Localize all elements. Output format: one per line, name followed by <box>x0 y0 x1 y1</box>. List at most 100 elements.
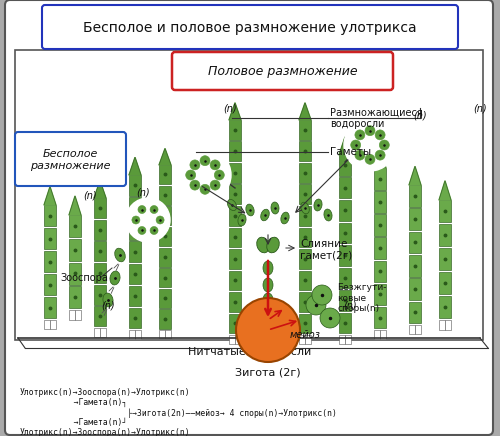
Polygon shape <box>94 181 106 198</box>
Circle shape <box>380 140 390 150</box>
FancyBboxPatch shape <box>339 200 351 221</box>
Ellipse shape <box>114 248 126 262</box>
FancyBboxPatch shape <box>409 232 421 253</box>
FancyBboxPatch shape <box>94 285 106 305</box>
Ellipse shape <box>263 261 273 275</box>
FancyBboxPatch shape <box>409 208 421 230</box>
FancyBboxPatch shape <box>159 206 171 225</box>
FancyBboxPatch shape <box>409 185 421 207</box>
Bar <box>75 310 80 320</box>
Text: (n): (n) <box>473 103 487 113</box>
Ellipse shape <box>238 214 246 226</box>
FancyBboxPatch shape <box>94 198 106 218</box>
Text: Нитчатые водоросли: Нитчатые водоросли <box>188 347 312 357</box>
FancyBboxPatch shape <box>129 286 141 307</box>
Bar <box>345 335 350 344</box>
FancyBboxPatch shape <box>374 284 386 305</box>
Bar <box>299 335 304 344</box>
Bar <box>409 325 414 334</box>
Ellipse shape <box>103 293 113 307</box>
Circle shape <box>150 205 158 214</box>
Ellipse shape <box>314 199 322 211</box>
Ellipse shape <box>300 202 310 214</box>
FancyBboxPatch shape <box>129 219 141 240</box>
FancyBboxPatch shape <box>439 248 451 270</box>
Circle shape <box>138 226 146 235</box>
FancyBboxPatch shape <box>159 289 171 308</box>
Circle shape <box>210 180 220 190</box>
Circle shape <box>365 126 375 136</box>
FancyBboxPatch shape <box>129 175 141 196</box>
Polygon shape <box>339 137 351 155</box>
FancyBboxPatch shape <box>339 177 351 198</box>
FancyBboxPatch shape <box>229 206 241 226</box>
Text: Размножающиеся
водоросли: Размножающиеся водоросли <box>330 107 423 129</box>
FancyBboxPatch shape <box>299 228 311 248</box>
Circle shape <box>190 160 200 170</box>
Text: (n): (n) <box>136 187 150 197</box>
Circle shape <box>355 130 365 140</box>
Circle shape <box>214 170 224 180</box>
Text: Бесполое и половое размножение улотрикса: Бесполое и половое размножение улотрикса <box>83 21 417 35</box>
Polygon shape <box>229 103 241 120</box>
Text: Слияние
гамет(2г): Слияние гамет(2г) <box>300 239 352 261</box>
Circle shape <box>375 150 385 160</box>
FancyBboxPatch shape <box>129 242 141 262</box>
FancyBboxPatch shape <box>299 313 311 334</box>
FancyBboxPatch shape <box>44 297 56 318</box>
FancyBboxPatch shape <box>172 52 393 90</box>
Bar <box>339 335 344 344</box>
FancyBboxPatch shape <box>44 205 56 226</box>
FancyBboxPatch shape <box>339 245 351 266</box>
Text: Зооспора: Зооспора <box>60 273 108 283</box>
Polygon shape <box>159 149 171 165</box>
Bar <box>439 320 444 330</box>
FancyBboxPatch shape <box>229 249 241 269</box>
Bar <box>50 320 56 329</box>
Circle shape <box>186 170 196 180</box>
FancyBboxPatch shape <box>339 155 351 176</box>
Circle shape <box>350 140 360 150</box>
Polygon shape <box>409 166 421 185</box>
Bar <box>129 330 134 339</box>
FancyBboxPatch shape <box>229 163 241 183</box>
Circle shape <box>312 285 332 305</box>
Text: →Гамета(n)┘: →Гамета(n)┘ <box>20 418 127 427</box>
FancyBboxPatch shape <box>374 261 386 282</box>
Ellipse shape <box>281 212 289 224</box>
Polygon shape <box>439 181 451 200</box>
Text: Улотрикс(n)→Зооспора(n)→Улотрикс(n): Улотрикс(n)→Зооспора(n)→Улотрикс(n) <box>20 428 190 436</box>
Text: Бесполое
размножение: Бесполое размножение <box>30 149 110 171</box>
Circle shape <box>138 205 146 214</box>
Circle shape <box>355 150 365 160</box>
Ellipse shape <box>260 209 270 221</box>
Polygon shape <box>69 196 81 215</box>
FancyBboxPatch shape <box>229 270 241 290</box>
Circle shape <box>150 226 158 235</box>
Bar <box>380 330 386 339</box>
FancyBboxPatch shape <box>299 206 311 226</box>
FancyBboxPatch shape <box>374 214 386 236</box>
FancyBboxPatch shape <box>69 286 81 308</box>
Bar <box>159 330 164 338</box>
FancyBboxPatch shape <box>159 186 171 205</box>
FancyBboxPatch shape <box>44 251 56 272</box>
Text: (n): (n) <box>343 300 357 310</box>
FancyBboxPatch shape <box>339 313 351 334</box>
FancyBboxPatch shape <box>159 268 171 287</box>
FancyBboxPatch shape <box>299 163 311 183</box>
Circle shape <box>306 295 326 315</box>
Circle shape <box>320 308 340 328</box>
Ellipse shape <box>256 237 270 253</box>
FancyBboxPatch shape <box>409 278 421 300</box>
Bar <box>135 330 140 339</box>
Bar <box>69 310 74 320</box>
Text: (n): (n) <box>101 300 115 310</box>
Bar <box>229 335 234 344</box>
Ellipse shape <box>266 237 280 253</box>
FancyBboxPatch shape <box>374 307 386 328</box>
Polygon shape <box>44 187 56 205</box>
Text: Безжгути-
ковые
споры(n): Безжгути- ковые споры(n) <box>337 283 386 313</box>
FancyBboxPatch shape <box>299 120 311 140</box>
FancyBboxPatch shape <box>339 222 351 243</box>
